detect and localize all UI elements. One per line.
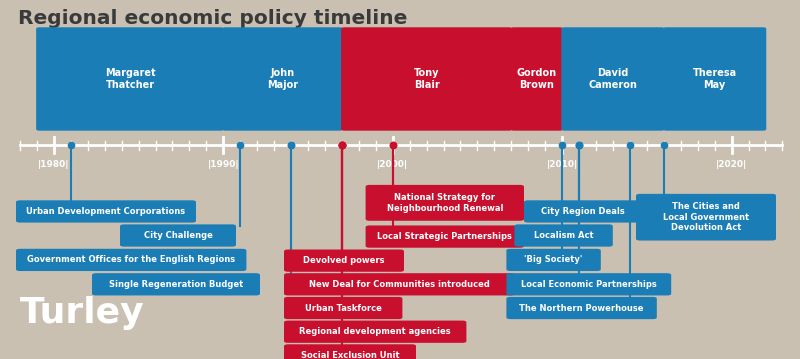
FancyBboxPatch shape [222,27,342,131]
Text: Urban Development Corporations: Urban Development Corporations [26,207,186,216]
Text: Local Strategic Partnerships: Local Strategic Partnerships [378,232,512,241]
Text: Margaret
Thatcher: Margaret Thatcher [105,68,155,90]
FancyBboxPatch shape [506,297,657,319]
Text: City Region Deals: City Region Deals [542,207,625,216]
Text: Regional economic policy timeline: Regional economic policy timeline [18,9,407,28]
FancyBboxPatch shape [562,27,665,131]
Text: The Northern Powerhouse: The Northern Powerhouse [519,303,644,313]
FancyBboxPatch shape [663,27,766,131]
FancyBboxPatch shape [341,27,512,131]
Text: Devolved powers: Devolved powers [303,256,385,265]
Text: |2020|: |2020| [716,160,747,169]
Text: Turley: Turley [20,296,145,330]
FancyBboxPatch shape [506,249,601,271]
Text: Regional development agencies: Regional development agencies [299,327,451,336]
Text: |1980|: |1980| [38,160,70,169]
Text: 'Big Society': 'Big Society' [525,255,582,265]
FancyBboxPatch shape [514,224,613,247]
Text: Local Economic Partnerships: Local Economic Partnerships [521,280,657,289]
FancyBboxPatch shape [92,273,260,295]
FancyBboxPatch shape [284,250,404,272]
Text: |1990|: |1990| [207,160,239,169]
Text: Single Regeneration Budget: Single Regeneration Budget [109,280,243,289]
Text: National Strategy for
Neighbourhood Renewal: National Strategy for Neighbourhood Rene… [386,193,503,213]
Text: Government Offices for the English Regions: Government Offices for the English Regio… [27,255,235,265]
FancyBboxPatch shape [506,273,671,295]
FancyBboxPatch shape [366,225,524,248]
FancyBboxPatch shape [284,273,514,295]
Text: Social Exclusion Unit: Social Exclusion Unit [301,351,399,359]
FancyBboxPatch shape [120,224,236,247]
FancyBboxPatch shape [524,200,642,223]
Text: |2010|: |2010| [546,160,578,169]
FancyBboxPatch shape [636,194,776,241]
FancyBboxPatch shape [16,249,246,271]
Text: The Cities and
Local Government
Devolution Act: The Cities and Local Government Devoluti… [663,202,749,232]
FancyBboxPatch shape [510,27,563,131]
FancyBboxPatch shape [284,344,416,359]
Text: David
Cameron: David Cameron [589,68,638,90]
Text: Tony
Blair: Tony Blair [414,68,439,90]
Text: Gordon
Brown: Gordon Brown [517,68,557,90]
Text: |2000|: |2000| [377,160,408,169]
Text: City Challenge: City Challenge [143,231,213,240]
Text: Urban Taskforce: Urban Taskforce [305,303,382,313]
Text: Localism Act: Localism Act [534,231,594,240]
FancyBboxPatch shape [284,297,402,319]
Text: Theresa
May: Theresa May [693,68,737,90]
FancyBboxPatch shape [284,321,466,343]
FancyBboxPatch shape [366,185,524,221]
Text: New Deal for Communities introduced: New Deal for Communities introduced [309,280,490,289]
FancyBboxPatch shape [36,27,224,131]
FancyBboxPatch shape [16,200,196,223]
Text: John
Major: John Major [267,68,298,90]
